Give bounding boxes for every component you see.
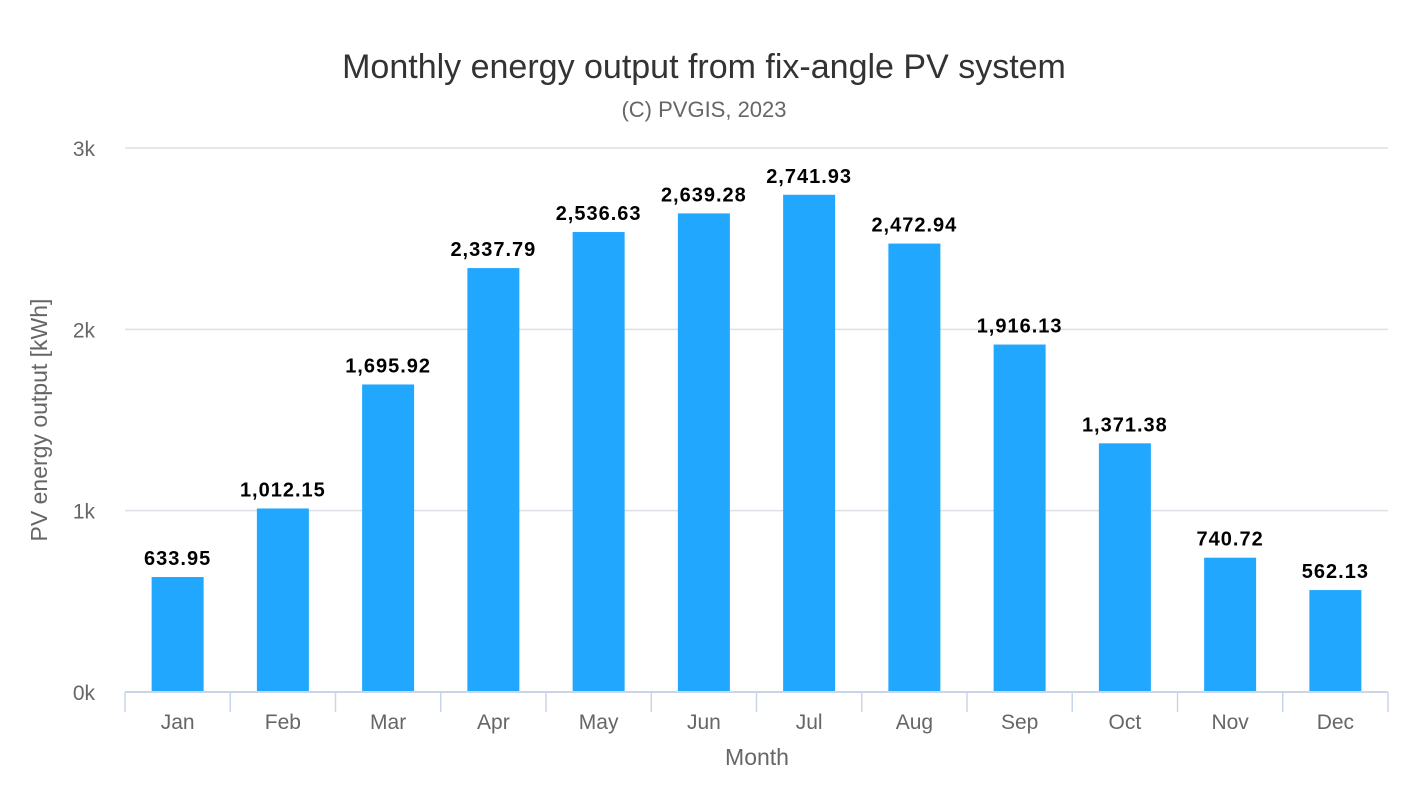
bar [1204,557,1257,692]
bar [677,213,730,692]
x-tick-label: Oct [1109,711,1142,734]
bar [993,344,1046,692]
x-tick-label: Mar [370,711,406,734]
y-tick-label: 1k [73,501,96,524]
x-axis-title: Month [725,744,789,770]
bar [783,194,836,692]
data-label: 1,695.92 [345,355,431,377]
y-tick-label: 0k [73,682,96,705]
y-axis-ticks: 0k 1k 2k 3k [73,138,96,705]
x-tick-label: Jan [161,711,195,734]
y-axis-title: PV energy output [kWh] [26,299,52,542]
data-label: 2,536.63 [556,203,642,225]
chart-subtitle: (C) PVGIS, 2023 [621,97,786,122]
y-tick-label: 2k [73,319,96,342]
x-tick-label: Aug [896,711,933,734]
data-label: 2,639.28 [661,184,747,206]
bar [151,577,204,692]
x-tick-label: Jun [687,711,721,734]
x-tick-label: Feb [265,711,301,734]
data-label: 1,371.38 [1082,414,1168,436]
data-label: 1,012.15 [240,479,326,501]
data-label: 1,916.13 [977,316,1063,338]
bar [362,384,415,692]
x-tick-label: Dec [1317,711,1354,734]
x-tick-label: Sep [1001,711,1038,734]
x-tick-label: Nov [1211,711,1249,734]
data-label: 2,472.94 [871,215,957,237]
y-tick-label: 3k [73,138,96,161]
bar [888,243,941,692]
bar [572,232,625,693]
bars [151,194,1362,693]
bar [1309,590,1362,692]
chart-title: Monthly energy output from fix-angle PV … [342,48,1066,86]
data-label: 740.72 [1197,529,1264,551]
x-tick-label: May [579,711,619,734]
data-label: 633.95 [144,548,211,570]
x-axis: Jan Feb Mar Apr May Jun Jul Aug Sep Oct Nov Dec [124,691,1389,734]
bar [256,508,309,692]
x-tick-label: Apr [477,711,510,734]
bar [1098,443,1151,692]
data-label: 2,337.79 [450,239,536,261]
bar [467,268,520,692]
data-labels: 633.95 1,012.15 1,695.92 2,337.79 2,536.63 2,… [144,166,1369,583]
x-tick-label: Jul [796,711,823,734]
data-label: 562.13 [1302,561,1369,583]
grid-lines [125,147,1388,512]
data-label: 2,741.93 [766,166,852,188]
